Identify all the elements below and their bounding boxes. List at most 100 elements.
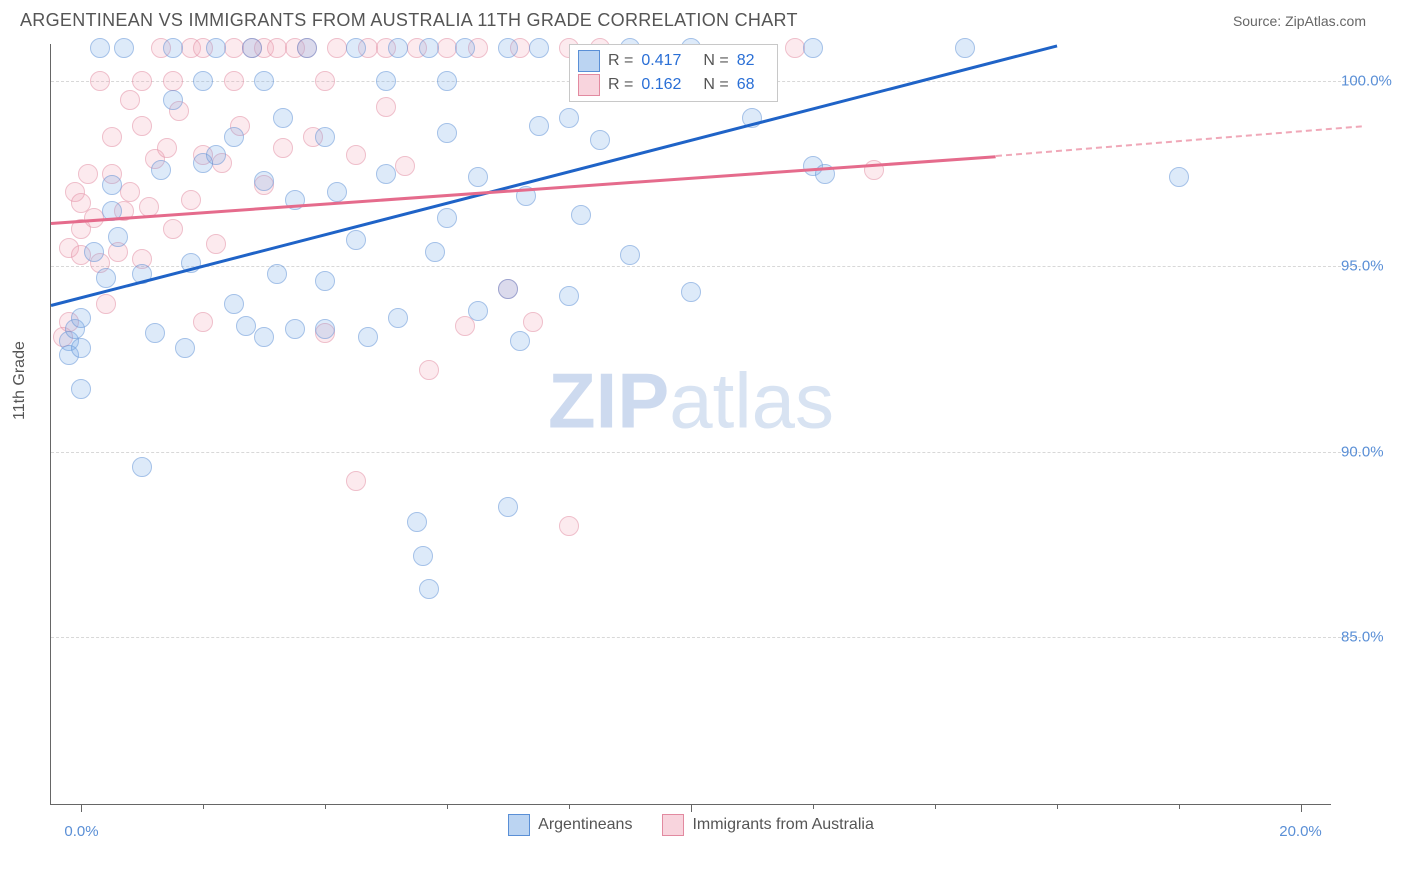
chart-title: ARGENTINEAN VS IMMIGRANTS FROM AUSTRALIA… bbox=[20, 10, 798, 31]
data-point-pink bbox=[102, 127, 122, 147]
data-point-blue bbox=[163, 90, 183, 110]
y-tick-label: 100.0% bbox=[1341, 73, 1392, 90]
n-label: N = bbox=[703, 52, 728, 70]
data-point-blue bbox=[498, 279, 518, 299]
data-point-blue bbox=[419, 579, 439, 599]
data-point-blue bbox=[96, 268, 116, 288]
data-point-pink bbox=[96, 294, 116, 314]
data-point-blue bbox=[437, 123, 457, 143]
data-point-blue bbox=[571, 205, 591, 225]
y-tick-label: 90.0% bbox=[1341, 443, 1384, 460]
data-point-pink bbox=[163, 71, 183, 91]
data-point-pink bbox=[419, 360, 439, 380]
data-point-pink bbox=[273, 138, 293, 158]
data-point-pink bbox=[315, 71, 335, 91]
data-point-blue bbox=[273, 108, 293, 128]
data-point-blue bbox=[145, 323, 165, 343]
data-point-blue bbox=[236, 316, 256, 336]
data-point-blue bbox=[71, 379, 91, 399]
legend-item-pink: Immigrants from Australia bbox=[662, 814, 873, 836]
legend-swatch-blue bbox=[508, 814, 530, 836]
r-label: R = bbox=[608, 76, 633, 94]
legend-item-blue: Argentineans bbox=[508, 814, 632, 836]
data-point-blue bbox=[358, 327, 378, 347]
x-tick bbox=[1301, 804, 1302, 812]
data-point-pink bbox=[523, 312, 543, 332]
y-tick-label: 85.0% bbox=[1341, 629, 1384, 646]
data-point-blue bbox=[206, 38, 226, 58]
x-tick bbox=[81, 804, 82, 812]
data-point-blue bbox=[297, 38, 317, 58]
data-point-pink bbox=[90, 71, 110, 91]
data-point-pink bbox=[376, 97, 396, 117]
data-point-blue bbox=[71, 308, 91, 328]
x-tick-minor bbox=[1057, 804, 1058, 809]
data-point-blue bbox=[498, 497, 518, 517]
data-point-pink bbox=[785, 38, 805, 58]
data-point-blue bbox=[242, 38, 262, 58]
data-point-blue bbox=[388, 308, 408, 328]
x-tick-minor bbox=[447, 804, 448, 809]
data-point-pink bbox=[327, 38, 347, 58]
data-point-blue bbox=[254, 327, 274, 347]
data-point-blue bbox=[376, 71, 396, 91]
data-point-blue bbox=[285, 319, 305, 339]
data-point-blue bbox=[419, 38, 439, 58]
data-point-pink bbox=[120, 182, 140, 202]
data-point-blue bbox=[437, 71, 457, 91]
gridline-horizontal bbox=[51, 637, 1361, 638]
data-point-blue bbox=[71, 338, 91, 358]
data-point-blue bbox=[114, 38, 134, 58]
data-point-pink bbox=[206, 234, 226, 254]
gridline-horizontal bbox=[51, 452, 1361, 453]
data-point-blue bbox=[437, 208, 457, 228]
data-point-blue bbox=[1169, 167, 1189, 187]
data-point-blue bbox=[413, 546, 433, 566]
data-point-blue bbox=[425, 242, 445, 262]
data-point-blue bbox=[590, 130, 610, 150]
stats-legend-row: R =0.417N =82 bbox=[578, 49, 769, 73]
data-point-blue bbox=[267, 264, 287, 284]
source-link[interactable]: ZipAtlas.com bbox=[1285, 13, 1366, 29]
data-point-blue bbox=[803, 38, 823, 58]
data-point-blue bbox=[254, 71, 274, 91]
x-tick-minor bbox=[569, 804, 570, 809]
data-point-blue bbox=[529, 116, 549, 136]
data-point-blue bbox=[498, 38, 518, 58]
data-point-blue bbox=[407, 512, 427, 532]
data-point-blue bbox=[90, 38, 110, 58]
data-point-blue bbox=[468, 167, 488, 187]
data-point-pink bbox=[78, 164, 98, 184]
data-point-pink bbox=[346, 145, 366, 165]
data-point-pink bbox=[132, 71, 152, 91]
x-tick-minor bbox=[325, 804, 326, 809]
data-point-blue bbox=[206, 145, 226, 165]
x-tick bbox=[691, 804, 692, 812]
legend-swatch-pink bbox=[578, 74, 600, 96]
n-label: N = bbox=[703, 76, 728, 94]
data-point-blue bbox=[132, 457, 152, 477]
data-point-pink bbox=[181, 190, 201, 210]
legend-label: Argentineans bbox=[538, 816, 632, 834]
gridline-horizontal bbox=[51, 266, 1361, 267]
data-point-blue bbox=[376, 164, 396, 184]
stats-legend-row: R =0.162N =68 bbox=[578, 73, 769, 97]
data-point-blue bbox=[108, 227, 128, 247]
data-point-blue bbox=[224, 294, 244, 314]
data-point-pink bbox=[157, 138, 177, 158]
data-point-blue bbox=[620, 245, 640, 265]
data-point-pink bbox=[267, 38, 287, 58]
r-value: 0.417 bbox=[641, 52, 681, 70]
data-point-pink bbox=[163, 219, 183, 239]
data-point-blue bbox=[681, 282, 701, 302]
legend-swatch-pink bbox=[662, 814, 684, 836]
legend-label: Immigrants from Australia bbox=[692, 816, 873, 834]
data-point-pink bbox=[559, 516, 579, 536]
data-point-blue bbox=[327, 182, 347, 202]
data-point-blue bbox=[315, 127, 335, 147]
data-point-pink bbox=[437, 38, 457, 58]
y-tick-label: 95.0% bbox=[1341, 258, 1384, 275]
y-axis-title: 11th Grade bbox=[11, 341, 29, 420]
data-point-blue bbox=[163, 38, 183, 58]
n-value: 82 bbox=[737, 52, 755, 70]
